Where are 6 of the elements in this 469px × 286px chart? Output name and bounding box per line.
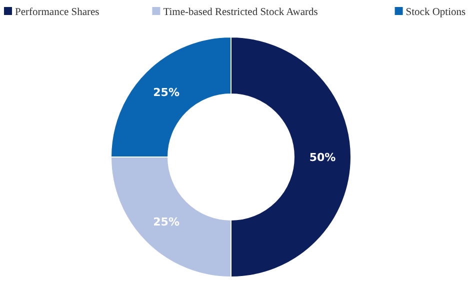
legend-label: Stock Options [406, 7, 466, 18]
legend-label: Performance Shares [15, 7, 100, 18]
data-label: 25% [153, 86, 180, 100]
data-label: 25% [153, 216, 180, 229]
legend-label: Time-based Restricted Stock Awards [163, 7, 318, 18]
data-label: 50% [309, 150, 336, 164]
